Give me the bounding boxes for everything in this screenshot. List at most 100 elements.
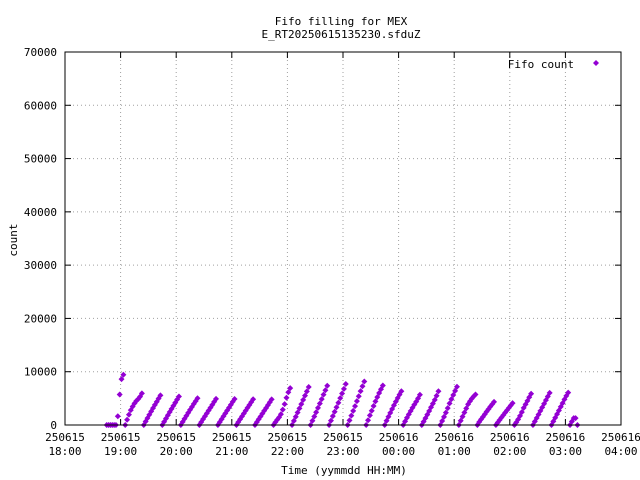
chart-title: Fifo filling for MEX <box>275 15 408 28</box>
data-point <box>285 389 292 396</box>
data-point <box>444 405 451 412</box>
data-point <box>298 401 305 408</box>
y-tick-label: 70000 <box>24 46 57 59</box>
x-tick-date: 250616 <box>546 431 586 444</box>
data-point <box>379 382 386 389</box>
x-axis-label: Time (yymmdd HH:MM) <box>281 464 407 477</box>
x-tick-date: 250616 <box>490 431 530 444</box>
data-point <box>340 385 347 392</box>
data-point <box>337 395 344 402</box>
x-tick-time: 03:00 <box>549 445 582 458</box>
data-point <box>448 396 455 403</box>
data-point <box>116 391 123 398</box>
data-point <box>359 383 366 390</box>
data-point <box>118 376 125 383</box>
data-point <box>472 391 479 398</box>
data-point <box>316 400 323 407</box>
y-tick-labels: 0 10000 20000 30000 40000 50000 60000 70000 <box>24 46 57 432</box>
data-point <box>442 409 449 416</box>
legend-label: Fifo count <box>508 58 574 71</box>
data-point <box>346 417 353 424</box>
data-point <box>303 388 310 395</box>
y-tick-label: 40000 <box>24 206 57 219</box>
plot-frame <box>64 51 622 426</box>
data-point <box>572 415 579 422</box>
x-tick-time: 21:00 <box>215 445 248 458</box>
data-point <box>309 417 316 424</box>
data-point <box>348 412 355 419</box>
data-point <box>457 417 464 424</box>
data-point <box>268 396 275 403</box>
y-tick-label: 20000 <box>24 312 57 325</box>
x-tick-date: 250615 <box>156 431 196 444</box>
x-tick-date: 250616 <box>601 431 640 444</box>
data-point <box>509 400 516 407</box>
data-point <box>327 417 334 424</box>
grid-lines <box>65 52 621 425</box>
x-tick-date: 250615 <box>45 431 85 444</box>
data-point <box>331 408 338 415</box>
data-point <box>435 388 442 395</box>
data-point <box>311 413 318 420</box>
data-point <box>294 409 301 416</box>
x-tick-time: 02:00 <box>493 445 526 458</box>
data-point <box>287 385 294 392</box>
data-point <box>507 402 514 409</box>
data-point <box>365 417 372 424</box>
x-tick-date: 250616 <box>379 431 419 444</box>
data-point <box>120 371 127 378</box>
data-point <box>342 381 349 388</box>
data-point <box>318 396 325 403</box>
y-tick-label: 10000 <box>24 366 57 379</box>
data-point <box>357 388 364 395</box>
x-tick-date: 250615 <box>323 431 363 444</box>
data-point <box>491 398 498 405</box>
data-point <box>281 401 288 408</box>
x-tick-time: 23:00 <box>326 445 359 458</box>
y-tick-label: 50000 <box>24 153 57 166</box>
data-point <box>250 396 257 403</box>
data-point <box>372 398 379 405</box>
x-tick-date: 250616 <box>434 431 474 444</box>
data-point <box>361 378 368 385</box>
data-point <box>277 411 284 418</box>
data-point <box>305 384 312 391</box>
data-point <box>324 382 331 389</box>
data-point <box>528 390 535 397</box>
data-point <box>433 392 440 399</box>
data-point <box>292 413 299 420</box>
x-tick-date: 250615 <box>101 431 141 444</box>
data-point <box>353 398 360 405</box>
legend: Fifo count <box>508 58 599 71</box>
x-tick-time: 00:00 <box>382 445 415 458</box>
data-point <box>314 404 321 411</box>
data-point <box>350 407 357 414</box>
data-point <box>366 412 373 419</box>
data-point <box>370 402 377 409</box>
x-tick-time: 04:00 <box>604 445 637 458</box>
data-point <box>138 390 145 397</box>
x-tick-time: 18:00 <box>48 445 81 458</box>
data-point <box>300 396 307 403</box>
data-point <box>213 395 220 402</box>
data-point <box>296 405 303 412</box>
x-tick-time: 22:00 <box>271 445 304 458</box>
data-point <box>322 387 329 394</box>
data-points <box>103 371 581 428</box>
data-point <box>114 413 121 420</box>
data-point <box>416 391 423 398</box>
data-point <box>329 413 336 420</box>
data-point <box>368 407 375 414</box>
y-axis-label: count <box>7 223 20 256</box>
x-tick-time: 19:00 <box>104 445 137 458</box>
data-point <box>125 411 132 418</box>
data-point <box>175 393 182 400</box>
data-point <box>290 417 297 424</box>
data-point <box>565 389 572 396</box>
data-point <box>279 406 286 413</box>
data-point <box>339 390 346 397</box>
y-tick-label: 0 <box>50 419 57 432</box>
x-tick-time: 01:00 <box>438 445 471 458</box>
data-point <box>157 392 164 399</box>
